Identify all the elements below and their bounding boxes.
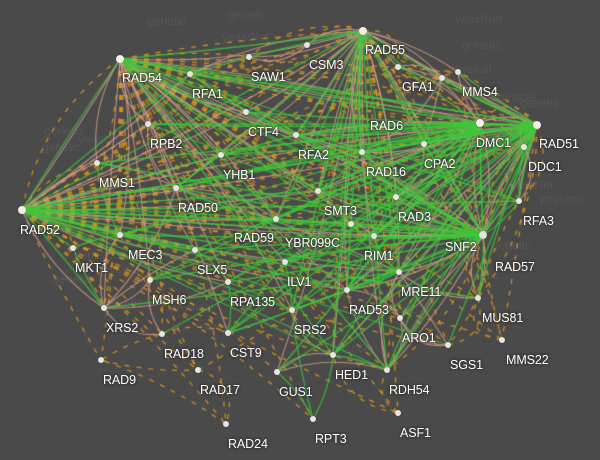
node-dot[interactable] — [159, 331, 165, 337]
node-dot[interactable] — [533, 121, 541, 129]
node-dot[interactable] — [315, 188, 321, 194]
node-dot[interactable] — [421, 141, 427, 147]
node-dot[interactable] — [384, 367, 390, 373]
node-dot[interactable] — [395, 64, 401, 70]
node-dot[interactable] — [225, 279, 231, 285]
node-dot[interactable] — [475, 295, 481, 301]
node-dot[interactable] — [187, 71, 193, 77]
node-dot[interactable] — [455, 69, 461, 75]
node-dot[interactable] — [94, 160, 100, 166]
node-dot[interactable] — [397, 315, 403, 321]
node-dot[interactable] — [359, 27, 367, 35]
node-dot[interactable] — [192, 247, 198, 253]
node-dot[interactable] — [499, 337, 505, 343]
node-dot[interactable] — [289, 307, 295, 313]
node-dot[interactable] — [359, 149, 365, 155]
node-dot[interactable] — [218, 152, 224, 158]
node-dot[interactable] — [348, 221, 354, 227]
node-dot[interactable] — [273, 216, 279, 222]
node-dot[interactable] — [282, 259, 288, 265]
node-dot[interactable] — [344, 287, 350, 293]
node-dot[interactable] — [173, 185, 179, 191]
node-dot[interactable] — [393, 194, 399, 200]
node-dot[interactable] — [396, 269, 402, 275]
node-dot[interactable] — [395, 410, 401, 416]
node-dot[interactable] — [223, 421, 229, 427]
node-dot[interactable] — [18, 206, 26, 214]
node-dot[interactable] — [480, 232, 486, 238]
node-dot[interactable] — [293, 132, 299, 138]
node-dot[interactable] — [304, 42, 310, 48]
node-dot[interactable] — [243, 109, 249, 115]
node-dot[interactable] — [439, 75, 445, 81]
node-dot[interactable] — [98, 357, 104, 363]
node-dot[interactable] — [225, 330, 231, 336]
node-dot[interactable] — [70, 245, 76, 251]
node-dot[interactable] — [116, 55, 124, 63]
node-dot[interactable] — [445, 342, 451, 348]
node-dot[interactable] — [330, 352, 336, 358]
node-dot[interactable] — [246, 54, 252, 60]
node-dot[interactable] — [476, 119, 484, 127]
node-dot[interactable] — [195, 367, 201, 373]
node-dot[interactable] — [310, 416, 316, 422]
node-dot[interactable] — [145, 121, 151, 127]
node-dot[interactable] — [117, 232, 123, 238]
node-dot[interactable] — [521, 144, 527, 150]
node-dot[interactable] — [516, 198, 522, 204]
node-dot[interactable] — [101, 305, 107, 311]
node-dot[interactable] — [371, 233, 377, 239]
node-dot[interactable] — [274, 369, 280, 375]
node-dot[interactable] — [147, 277, 153, 283]
